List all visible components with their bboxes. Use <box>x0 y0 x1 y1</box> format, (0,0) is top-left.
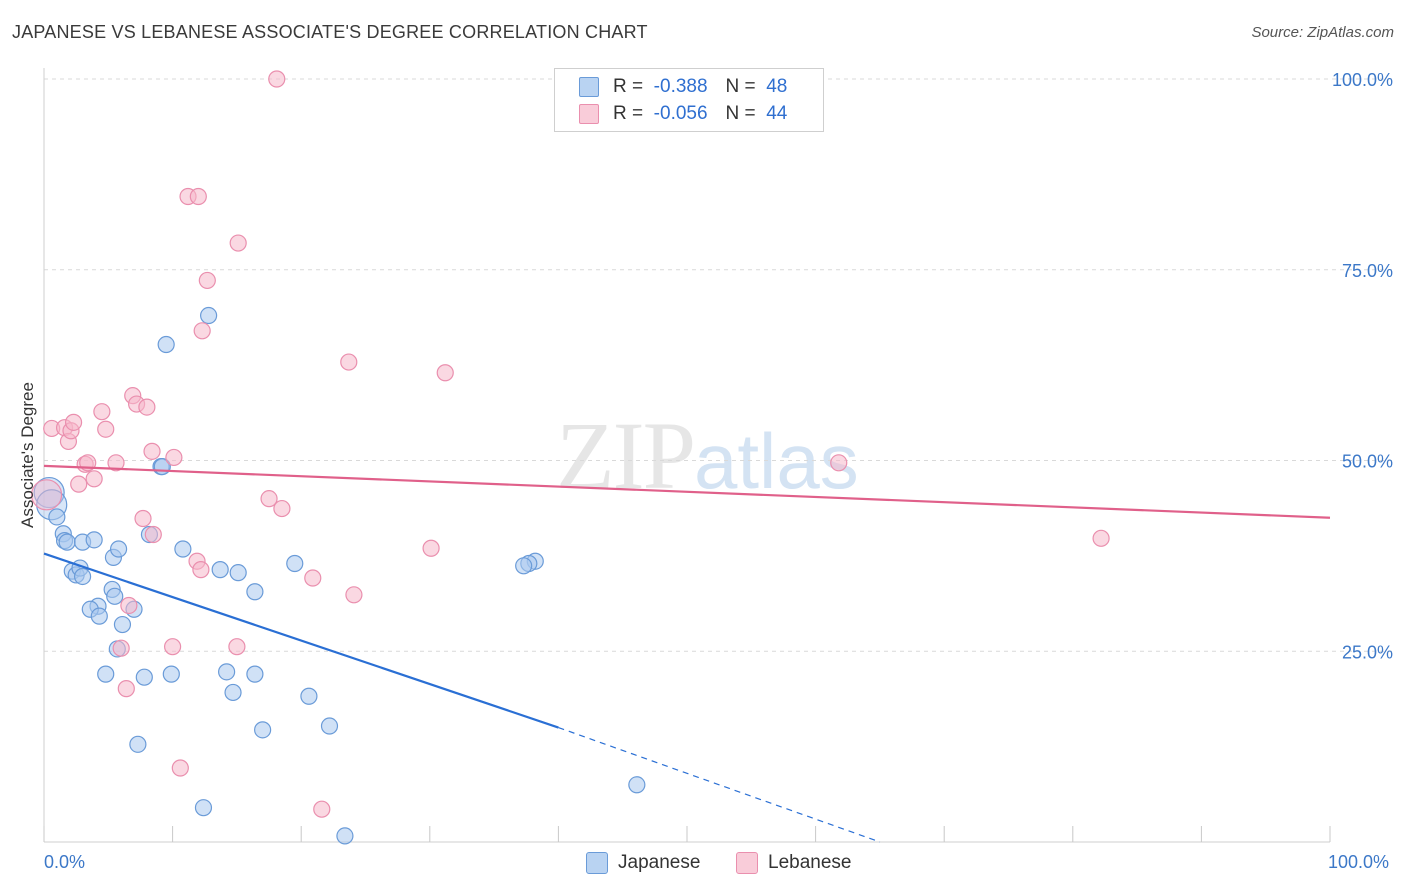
japanese-point <box>254 721 272 739</box>
lebanese-point <box>143 442 161 460</box>
japanese-point <box>97 665 115 683</box>
lebanese-point <box>1092 529 1110 547</box>
japanese-point <box>90 607 108 625</box>
japanese-point <box>336 827 354 845</box>
japanese-point <box>135 668 153 686</box>
japanese-point <box>157 335 175 354</box>
r-value: -0.056 <box>653 103 708 124</box>
n-label: N = <box>725 103 756 124</box>
lebanese-point <box>304 569 322 587</box>
japanese-point <box>58 533 76 551</box>
japanese-point <box>85 531 103 549</box>
lebanese-point <box>193 322 211 340</box>
legend-item-lebanese[interactable]: Lebanese <box>736 852 851 874</box>
japanese-point <box>73 567 92 586</box>
lebanese-point <box>268 70 286 88</box>
japanese-point <box>246 665 264 683</box>
japanese-legend-swatch <box>586 852 608 874</box>
japanese-point <box>246 583 264 601</box>
japanese-point <box>200 306 218 325</box>
japanese-point <box>515 557 533 575</box>
r-label: R = <box>613 103 644 124</box>
japanese-point <box>286 554 304 573</box>
japanese-point <box>33 476 65 509</box>
lebanese-point <box>198 271 216 290</box>
japanese-trend-line <box>43 552 559 729</box>
lebanese-point <box>85 470 103 488</box>
lebanese-point <box>120 596 138 615</box>
japanese-point <box>224 683 242 702</box>
lebanese-point <box>260 490 278 508</box>
series-legend: Japanese Lebanese <box>0 852 1406 878</box>
n-value: 48 <box>766 76 788 97</box>
chart-title: JAPANESE VS LEBANESE ASSOCIATE'S DEGREE … <box>12 22 648 42</box>
n-label: N = <box>725 76 756 97</box>
japanese-trend-extension <box>558 726 881 843</box>
lebanese-point <box>830 454 848 472</box>
lebanese-point <box>97 420 115 438</box>
lebanese-point <box>189 187 207 206</box>
japanese-point <box>320 717 339 735</box>
x-tick-label-max: 100.0% <box>1328 852 1390 872</box>
lebanese-point <box>340 353 358 371</box>
lebanese-point <box>345 586 363 604</box>
japanese-point <box>174 540 192 558</box>
legend-item-japanese[interactable]: Japanese <box>586 852 700 874</box>
lebanese-point <box>138 398 156 416</box>
lebanese-point <box>422 539 440 557</box>
lebanese-point <box>93 403 111 421</box>
japanese-point <box>113 615 132 634</box>
stats-legend-row-lebanese: R = -0.056 N = 44 <box>579 103 787 125</box>
r-label: R = <box>613 76 644 97</box>
lebanese-point <box>229 234 247 252</box>
lebanese-point <box>112 639 130 657</box>
y-axis-label: Associate's Degree <box>18 382 37 528</box>
lebanese-point <box>228 638 246 656</box>
lebanese-trend-line <box>43 464 1331 519</box>
lebanese-point <box>107 454 125 472</box>
japanese-point <box>300 687 318 705</box>
lebanese-point <box>313 800 331 818</box>
japanese-swatch <box>579 77 599 97</box>
lebanese-point <box>273 499 291 518</box>
japanese-point <box>129 735 147 753</box>
lebanese-swatch <box>579 104 599 124</box>
japanese-point <box>162 665 180 683</box>
legend-label-lebanese: Lebanese <box>768 852 852 873</box>
source-label: Source: ZipAtlas.com <box>1251 24 1394 41</box>
lebanese-point <box>164 638 182 656</box>
japanese-point <box>211 561 229 579</box>
japanese-point <box>48 508 66 526</box>
y-tick-label: 25.0% <box>1342 642 1393 662</box>
lebanese-point <box>117 680 135 698</box>
y-tick-label: 100.0% <box>1332 70 1393 90</box>
japanese-point <box>106 587 124 605</box>
lebanese-point <box>64 413 83 431</box>
lebanese-point <box>144 525 162 544</box>
lebanese-point <box>165 448 183 467</box>
lebanese-point <box>171 759 189 777</box>
y-tick-label: 75.0% <box>1342 261 1393 281</box>
stats-legend: R = -0.388 N = 48 R = -0.056 N = 44 <box>554 68 824 132</box>
y-tick-label: 50.0% <box>1342 452 1393 472</box>
legend-label-japanese: Japanese <box>618 852 701 873</box>
x-tick-label-min: 0.0% <box>44 852 86 872</box>
japanese-point <box>109 540 128 558</box>
lebanese-point <box>436 364 454 382</box>
stats-legend-row-japanese: R = -0.388 N = 48 <box>579 76 787 98</box>
japanese-point <box>218 663 236 681</box>
japanese-point <box>229 564 247 582</box>
lebanese-point <box>134 509 152 528</box>
r-value: -0.388 <box>653 76 708 97</box>
lebanese-point <box>30 479 63 511</box>
lebanese-legend-swatch <box>736 852 758 874</box>
n-value: 44 <box>766 103 788 124</box>
lebanese-point <box>70 475 88 493</box>
japanese-point <box>194 799 213 817</box>
japanese-point <box>628 776 646 794</box>
lebanese-point <box>192 561 210 579</box>
